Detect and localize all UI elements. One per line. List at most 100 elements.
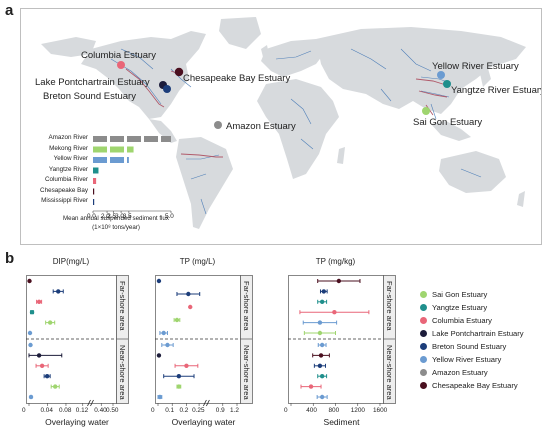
data-point xyxy=(302,320,338,325)
sai-gon-dot xyxy=(422,107,430,115)
data-point xyxy=(316,394,328,400)
flux-bar xyxy=(93,136,171,142)
data-point xyxy=(319,289,328,294)
legend-label: Columbia Estuary xyxy=(432,315,492,325)
data-point xyxy=(317,374,328,379)
data-point xyxy=(27,278,32,284)
legend-item: Yellow River Estuary xyxy=(420,353,501,365)
legend-item: Lake Pontchartrain Estuary xyxy=(420,327,524,339)
legend-item: Breton Sound Estuary xyxy=(420,340,506,352)
data-point xyxy=(159,330,168,336)
x-tick-label: 0 xyxy=(284,407,288,414)
area-strip xyxy=(383,275,396,404)
flux-category-label: Mekong River xyxy=(49,144,88,152)
x-axis-label: Overlaying water xyxy=(45,417,109,427)
data-point xyxy=(312,353,330,358)
near-shore-label: Near-shore area xyxy=(385,345,394,400)
legend-dot-icon xyxy=(420,355,427,363)
scatter-chart: DIP(mg/L) Far-shore area Near-shore area 0 0… xyxy=(22,257,146,435)
data-point xyxy=(28,394,34,400)
flux-category-label: Yellow River xyxy=(53,155,88,162)
data-point xyxy=(50,384,60,389)
world-map: Columbia Estuary Lake Pontchartrain Estu… xyxy=(20,8,542,245)
x-tick-label: 400 xyxy=(306,407,317,414)
data-point xyxy=(303,330,336,336)
data-point xyxy=(157,394,163,400)
flux-bar xyxy=(93,199,95,205)
flux-bar-chart xyxy=(92,136,172,213)
legend-label: Lake Pontchartrain Estuary xyxy=(432,328,524,338)
chart-title: DIP(mg/L) xyxy=(52,257,90,266)
flux-bar xyxy=(93,178,97,184)
label-yangtze: Yangtze River Estuary xyxy=(451,85,542,96)
legend-dot-icon xyxy=(420,329,427,337)
area-strip xyxy=(116,275,129,404)
data-point xyxy=(188,304,193,310)
x-tick-label: 0.50 xyxy=(106,407,119,414)
legend-label: Yellow River Estuary xyxy=(432,354,502,364)
data-point xyxy=(163,374,195,379)
flux-category-label: Yangtze River xyxy=(48,165,88,173)
panel-b-letter: b xyxy=(5,250,15,267)
flux-x-tick-label: 5.0 xyxy=(165,213,174,220)
x-tick-label: 0.2 xyxy=(179,407,189,414)
flux-category-label: Chesapeake Bay xyxy=(40,186,88,194)
area-strip xyxy=(240,275,253,404)
yangtze-dot xyxy=(443,80,451,88)
data-point xyxy=(176,291,201,297)
label-yellow-river: Yellow River Estuary xyxy=(432,61,519,72)
x-tick-label: 0 xyxy=(22,407,26,414)
legend-dot-icon xyxy=(420,316,427,324)
near-shore-label: Near-shore area xyxy=(242,345,251,400)
far-shore-label: Far-shore area xyxy=(385,281,394,331)
label-lake-pontchartrain: Lake Pontchartrain Estuary xyxy=(35,77,150,88)
flux-bar xyxy=(93,188,95,195)
x-tick-label: 1200 xyxy=(350,407,365,414)
x-axis-label: Overlaying water xyxy=(171,417,236,427)
data-point xyxy=(156,353,162,358)
x-tick-label: 1.2 xyxy=(230,407,239,414)
scatter-chart: TP (mg/kg) Far-shore area Near-shore area 0… xyxy=(284,257,413,435)
flux-x-tick-label: 3.0 xyxy=(115,213,124,220)
data-point xyxy=(299,310,370,315)
x-tick-label: 800 xyxy=(328,407,340,414)
scatter-plot-area xyxy=(26,275,129,407)
data-point xyxy=(156,278,162,284)
flux-caption-line1: Mean annual suspended sediment flux xyxy=(63,215,169,222)
far-shore-label: Far-shore area xyxy=(242,281,251,331)
legend-label: Amazon Estuary xyxy=(432,367,488,377)
data-point xyxy=(300,384,322,389)
flux-x-tick-label: 3.5 xyxy=(122,213,132,220)
label-amazon: Amazon Estuary xyxy=(226,121,296,132)
data-point xyxy=(313,363,326,368)
flux-category-label: Amazon River xyxy=(48,134,88,141)
data-point xyxy=(27,330,33,336)
data-point xyxy=(36,299,43,304)
flux-bar xyxy=(93,146,134,153)
plot-frame xyxy=(26,275,117,404)
legend-item: Yangtze Estuary xyxy=(420,301,487,313)
data-point xyxy=(317,342,327,348)
chart-title: TP (mg/L) xyxy=(179,257,216,266)
data-point xyxy=(45,320,56,325)
data-point xyxy=(52,289,64,294)
flux-x-tick-label: 2.5 xyxy=(107,213,117,220)
legend-item: Amazon Estuary xyxy=(420,366,488,378)
legend-dot-icon xyxy=(420,303,427,311)
panel-a-letter: a xyxy=(5,2,14,19)
data-point xyxy=(317,299,328,304)
flux-x-tick-label: 2.0 xyxy=(101,213,110,220)
amazon-dot xyxy=(214,121,222,129)
columbia-dot xyxy=(117,61,125,69)
flux-inset: Amazon River Mekong River Yellow River Yang… xyxy=(31,127,186,239)
chesapeake-dot xyxy=(174,67,184,77)
x-tick-label: 0 xyxy=(151,407,155,414)
legend-dot-icon xyxy=(420,368,427,376)
x-tick-label: 1600 xyxy=(373,407,388,414)
x-tick-label: 0.40 xyxy=(94,407,107,414)
legend-label: Yangtze Estuary xyxy=(432,302,488,312)
data-point xyxy=(176,384,182,389)
x-tick-label: 0.25 xyxy=(192,407,205,414)
data-point xyxy=(174,363,199,368)
label-breton-sound: Breton Sound Estuary xyxy=(43,91,136,102)
